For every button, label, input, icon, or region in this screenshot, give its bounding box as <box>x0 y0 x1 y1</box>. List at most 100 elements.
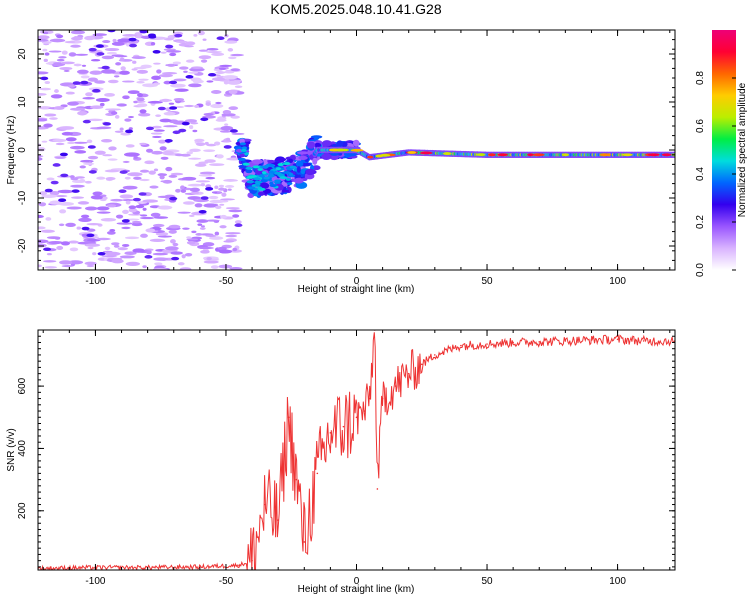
noise-blob <box>230 53 244 57</box>
noise-blob <box>153 129 165 132</box>
noise-blob <box>44 266 58 269</box>
noise-blob <box>210 103 224 109</box>
noise-blob <box>228 56 237 60</box>
noise-blob <box>158 139 167 144</box>
noise-blob <box>95 97 110 102</box>
colorbar-gradient <box>712 30 736 270</box>
noise-blob <box>70 44 81 48</box>
spectrogram-y-tick-label: -20 <box>17 238 28 253</box>
noise-blob <box>173 78 187 82</box>
snr-data-point <box>616 338 619 341</box>
noise-blob <box>165 246 179 251</box>
noise-blob <box>208 72 217 77</box>
ridge-peak <box>532 153 545 157</box>
noise-blob <box>133 100 138 104</box>
noise-blob <box>223 240 234 243</box>
noise-blob <box>183 70 188 73</box>
signal-blob <box>264 188 272 194</box>
noise-blob <box>150 41 156 46</box>
noise-blob <box>205 187 214 191</box>
noise-blob <box>116 222 133 225</box>
colorbar-tick-label: 0.8 <box>695 71 706 85</box>
noise-blob <box>52 163 61 167</box>
noise-blob <box>140 233 148 238</box>
noise-blob <box>69 145 85 150</box>
noise-blob <box>126 218 140 221</box>
noise-blob <box>44 80 51 85</box>
spectrogram-heatmap <box>38 30 675 270</box>
ridge-peak <box>367 155 374 159</box>
noise-blob <box>168 174 178 178</box>
noise-blob <box>38 264 42 268</box>
noise-blob <box>223 70 235 74</box>
noise-blob <box>218 249 233 254</box>
signal-blob <box>240 148 248 152</box>
noise-blob <box>174 153 185 157</box>
noise-blob <box>88 170 97 174</box>
noise-blob <box>148 170 156 175</box>
noise-blob <box>153 168 159 172</box>
noise-blob <box>49 117 58 120</box>
noise-blob <box>175 188 181 193</box>
spectrogram-x-tick-label: 0 <box>354 276 360 287</box>
noise-blob <box>168 224 181 229</box>
noise-blob <box>122 160 130 163</box>
snr-data-point <box>355 416 358 419</box>
noise-blob <box>46 236 61 239</box>
signal-blob <box>269 170 274 174</box>
noise-blob <box>151 125 162 129</box>
signal-blob <box>245 169 253 174</box>
noise-blob <box>215 71 226 74</box>
noise-blob <box>229 129 238 133</box>
noise-blob <box>67 101 79 106</box>
noise-blob <box>90 195 105 200</box>
noise-blob <box>53 106 65 110</box>
colorbar-label: Normalized spectral amplitude <box>737 82 748 217</box>
ridge-peak <box>419 151 433 155</box>
signal-blob <box>269 163 274 167</box>
noise-blob <box>139 216 155 220</box>
noise-blob <box>223 179 238 182</box>
snr-data-point <box>264 503 266 506</box>
noise-blob <box>69 107 86 111</box>
noise-blob <box>68 52 77 57</box>
noise-blob <box>222 75 239 80</box>
signal-blob <box>251 159 264 165</box>
spectrogram-x-tick-label: -100 <box>85 276 105 287</box>
signal-blob <box>296 151 309 155</box>
noise-blob <box>119 57 125 62</box>
noise-blob <box>219 130 232 133</box>
noise-blob <box>154 262 163 266</box>
noise-blob <box>41 140 48 143</box>
noise-blob <box>133 156 138 159</box>
noise-blob <box>92 252 97 256</box>
noise-blob <box>220 214 228 219</box>
signal-blob <box>258 174 265 178</box>
snr-data-point <box>251 559 253 562</box>
noise-blob <box>58 126 75 130</box>
noise-blob <box>55 142 65 146</box>
ridge-peak <box>647 153 660 157</box>
noise-blob <box>58 56 67 59</box>
noise-blob <box>149 185 159 189</box>
noise-blob <box>124 236 140 240</box>
noise-blob <box>38 71 49 75</box>
noise-blob <box>184 119 198 123</box>
colorbar: 0.0 0.2 0.4 0.6 0.8 <box>695 30 736 277</box>
noise-blob <box>138 78 149 81</box>
ridge-peak <box>562 153 570 157</box>
noise-blob <box>63 69 70 72</box>
noise-blob <box>170 83 186 88</box>
noise-blob <box>188 157 202 160</box>
noise-blob <box>169 80 178 85</box>
noise-blob <box>73 63 82 67</box>
signal-blob <box>260 179 268 183</box>
noise-blob <box>106 204 117 208</box>
noise-blob <box>49 38 66 43</box>
noise-blob <box>87 246 94 250</box>
noise-blob <box>186 236 192 239</box>
noise-blob <box>119 194 134 199</box>
noise-blob <box>131 220 142 224</box>
signal-blob <box>298 155 308 160</box>
noise-blob <box>206 256 212 261</box>
